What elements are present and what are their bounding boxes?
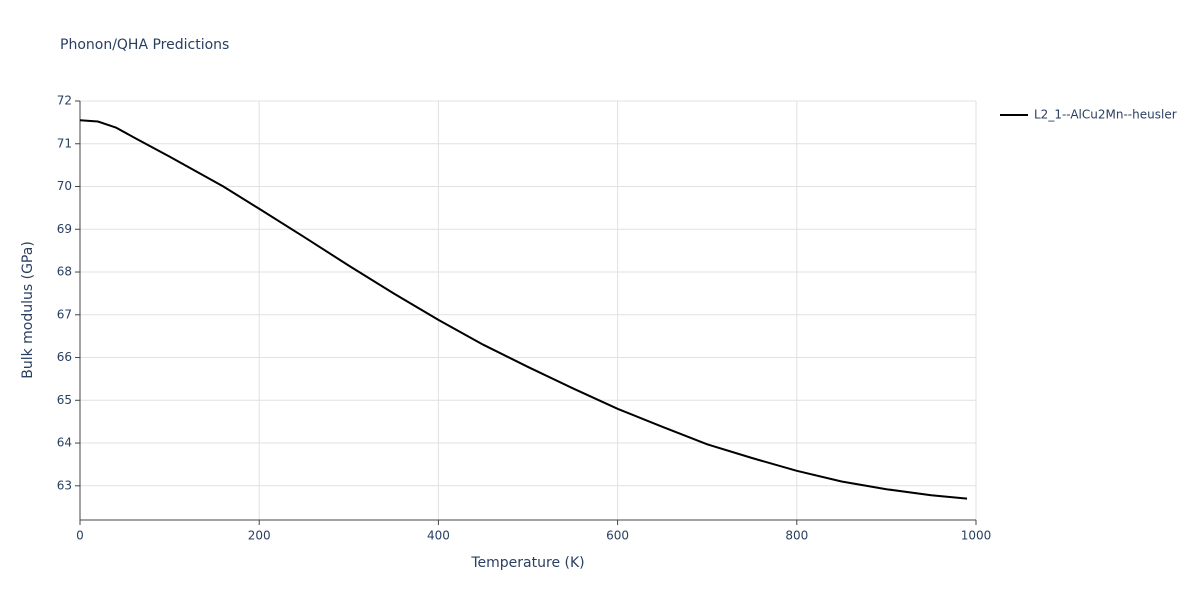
y-tick-label: 70: [57, 179, 72, 193]
legend-label: L2_1--AlCu2Mn--heusler: [1034, 108, 1177, 122]
x-tick-label: 400: [427, 529, 450, 543]
y-tick-label: 71: [57, 136, 72, 150]
y-axis-label: Bulk modulus (GPa): [20, 241, 36, 379]
y-tick-label: 63: [57, 478, 72, 492]
y-tick-label: 67: [57, 307, 72, 321]
x-tick-label: 800: [785, 529, 808, 543]
y-tick-label: 64: [57, 436, 72, 450]
y-tick-label: 68: [57, 265, 72, 279]
x-tick-label: 200: [248, 529, 271, 543]
y-tick-label: 65: [57, 393, 72, 407]
x-tick-label: 600: [606, 529, 629, 543]
x-tick-label: 0: [76, 529, 84, 543]
y-tick-label: 72: [57, 94, 72, 108]
x-axis-label: Temperature (K): [470, 555, 584, 571]
x-tick-label: 1000: [961, 529, 992, 543]
y-tick-label: 66: [57, 350, 72, 364]
chart-title: Phonon/QHA Predictions: [60, 37, 229, 53]
y-tick-label: 69: [57, 222, 72, 236]
data-line: [79, 119, 968, 500]
